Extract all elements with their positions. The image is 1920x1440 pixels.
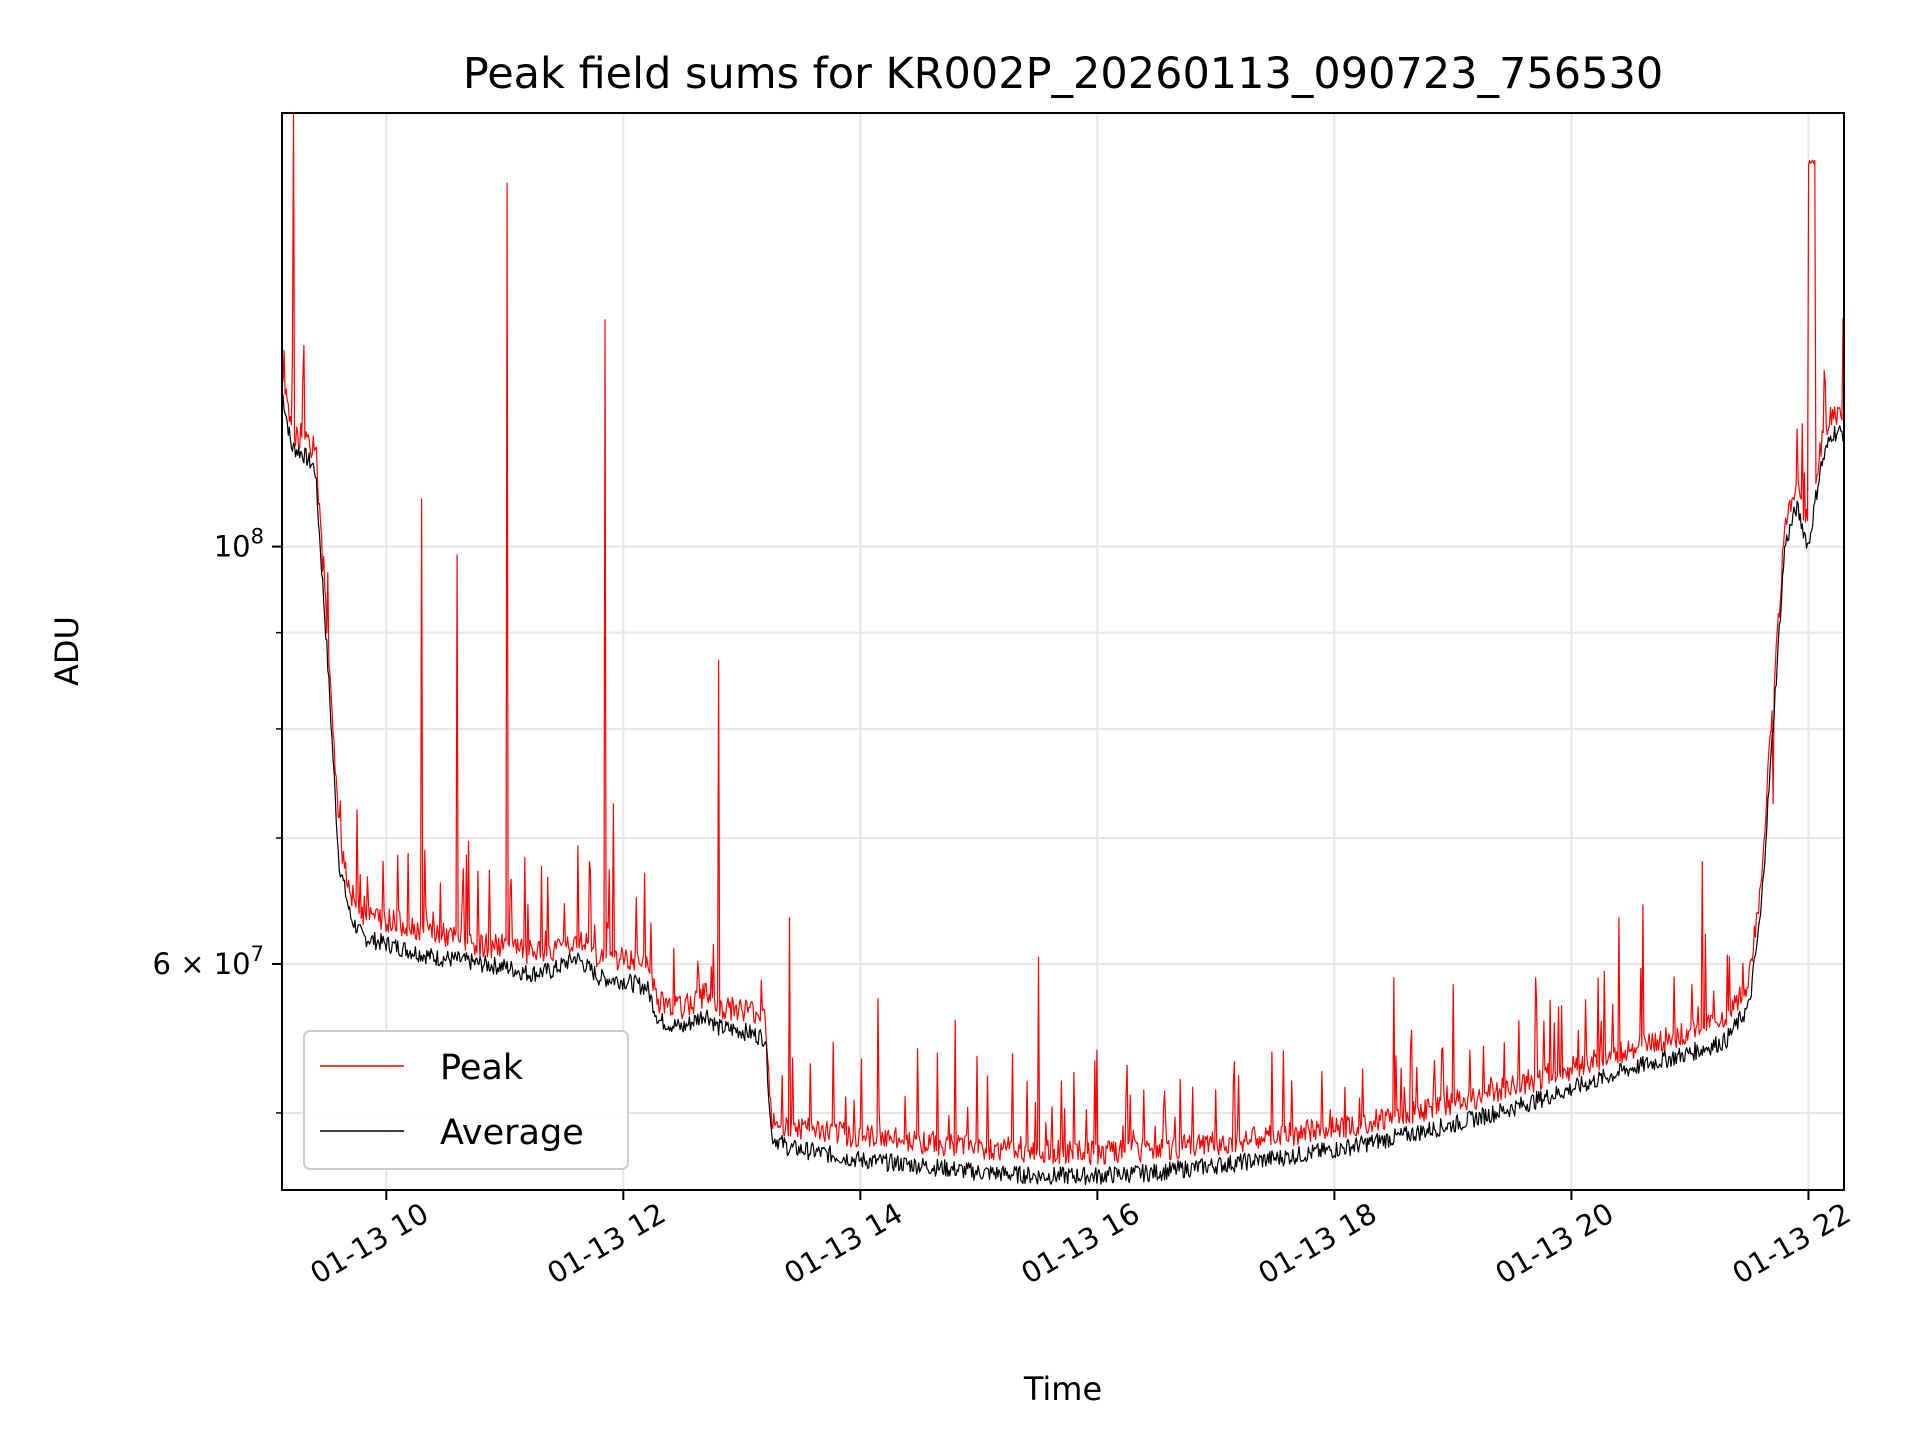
y-tick-label: 108 xyxy=(214,525,264,564)
series-peak-line xyxy=(282,113,1844,1165)
series-average-line xyxy=(282,390,1844,1186)
axes-frame xyxy=(281,112,1845,1191)
y-tick-label: 6 × 107 xyxy=(153,942,264,981)
y-axis-label: ADU xyxy=(48,616,86,686)
legend-label-peak: Peak xyxy=(440,1048,524,1088)
chart-title: Peak field sums for KR002P_20260113_0907… xyxy=(463,49,1663,99)
x-axis-label: Time xyxy=(1023,1370,1102,1408)
plot-area xyxy=(282,113,1844,1190)
legend: Peak Average xyxy=(303,1030,629,1170)
series-layer xyxy=(282,113,1844,1186)
legend-label-average: Average xyxy=(440,1113,584,1153)
